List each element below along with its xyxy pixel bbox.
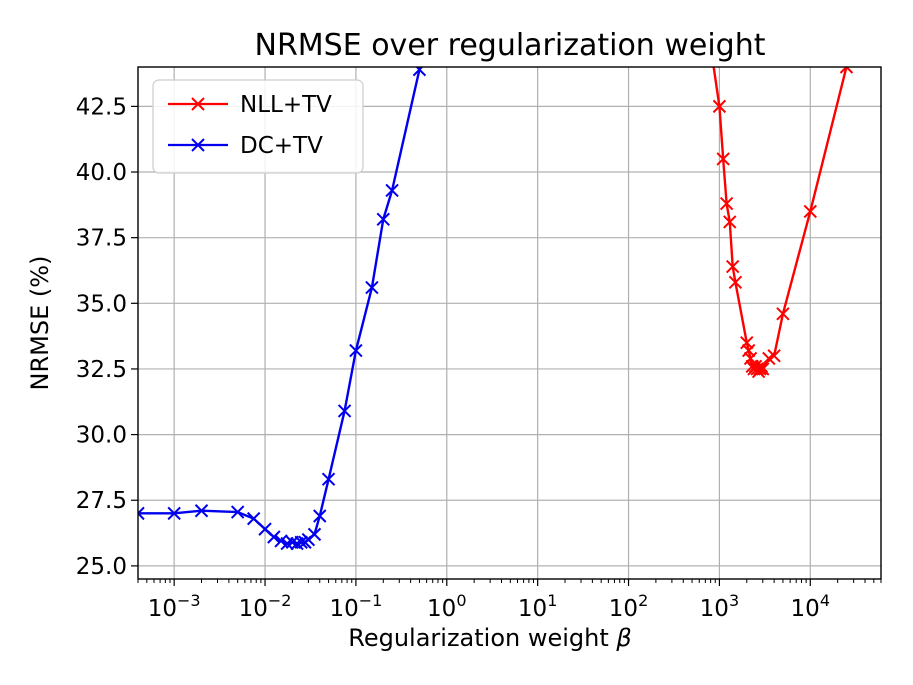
data-point: [803, 204, 817, 219]
x-tick-label: 100: [427, 591, 466, 622]
legend-marker-nll-tv: [191, 97, 205, 111]
data-point: [740, 335, 754, 350]
data-point: [267, 530, 281, 544]
y-tick-label: 42.5: [76, 94, 127, 120]
x-tick-label: 10−1: [329, 591, 382, 622]
y-tick-label: 40.0: [76, 160, 127, 186]
series-group: [138, 35, 871, 551]
data-point: [859, 35, 871, 47]
x-axis-label: Regularization weight β: [348, 624, 632, 652]
chart-title: NRMSE over regularization weight: [255, 28, 766, 63]
x-tick-label: 102: [609, 591, 648, 622]
x-tick-label: 103: [700, 591, 739, 622]
x-tick-label: 10−3: [148, 591, 201, 622]
data-point: [767, 349, 781, 363]
y-axis-label: NRMSE (%): [26, 256, 54, 391]
data-point: [716, 152, 730, 166]
data-point: [725, 259, 740, 274]
legend-label-dc-tv: DC+TV: [240, 133, 323, 159]
plot-frame: [137, 66, 882, 580]
data-point: [756, 362, 770, 376]
data-point: [230, 505, 245, 519]
data-point: [365, 280, 379, 295]
data-point: [307, 527, 322, 542]
series-line-1: [138, 67, 422, 545]
data-point: [194, 504, 209, 518]
x-tick-label: 104: [791, 591, 830, 622]
data-point: [728, 275, 743, 290]
data-point: [743, 351, 758, 366]
data-point: [246, 511, 261, 526]
data-point: [412, 67, 427, 77]
x-tick-label: 101: [518, 591, 557, 622]
y-tick-label: 32.5: [76, 357, 127, 383]
data-point: [337, 404, 352, 418]
data-point: [719, 196, 734, 211]
data-point: [741, 343, 756, 358]
x-tick-label: 10−2: [239, 591, 292, 622]
y-tick-label: 35.0: [76, 291, 127, 317]
legend-label-nll-tv: NLL+TV: [240, 92, 332, 118]
y-tick-label: 37.5: [76, 226, 127, 252]
y-tick-label: 27.5: [76, 488, 127, 514]
data-point: [349, 343, 363, 358]
data-point: [313, 509, 327, 523]
data-point: [167, 506, 181, 521]
data-point: [138, 506, 145, 521]
data-point: [712, 99, 727, 114]
y-tick-label: 25.0: [76, 554, 127, 580]
data-point: [294, 535, 308, 549]
data-point: [321, 472, 336, 486]
data-point: [723, 215, 737, 229]
data-point: [776, 307, 790, 321]
y-tick-label: 30.0: [76, 423, 127, 449]
data-point: [839, 67, 854, 74]
data-point: [280, 536, 294, 551]
ticks: 25.0 27.5 30.0 32.5 35.0 37.5 40.0 42.5 10−3 10−2…: [76, 94, 882, 622]
legend: NLL+TV DC+TV: [152, 79, 364, 174]
data-point: [385, 183, 399, 198]
legend-marker-dc-tv: [191, 138, 205, 152]
data-point: [376, 212, 390, 226]
